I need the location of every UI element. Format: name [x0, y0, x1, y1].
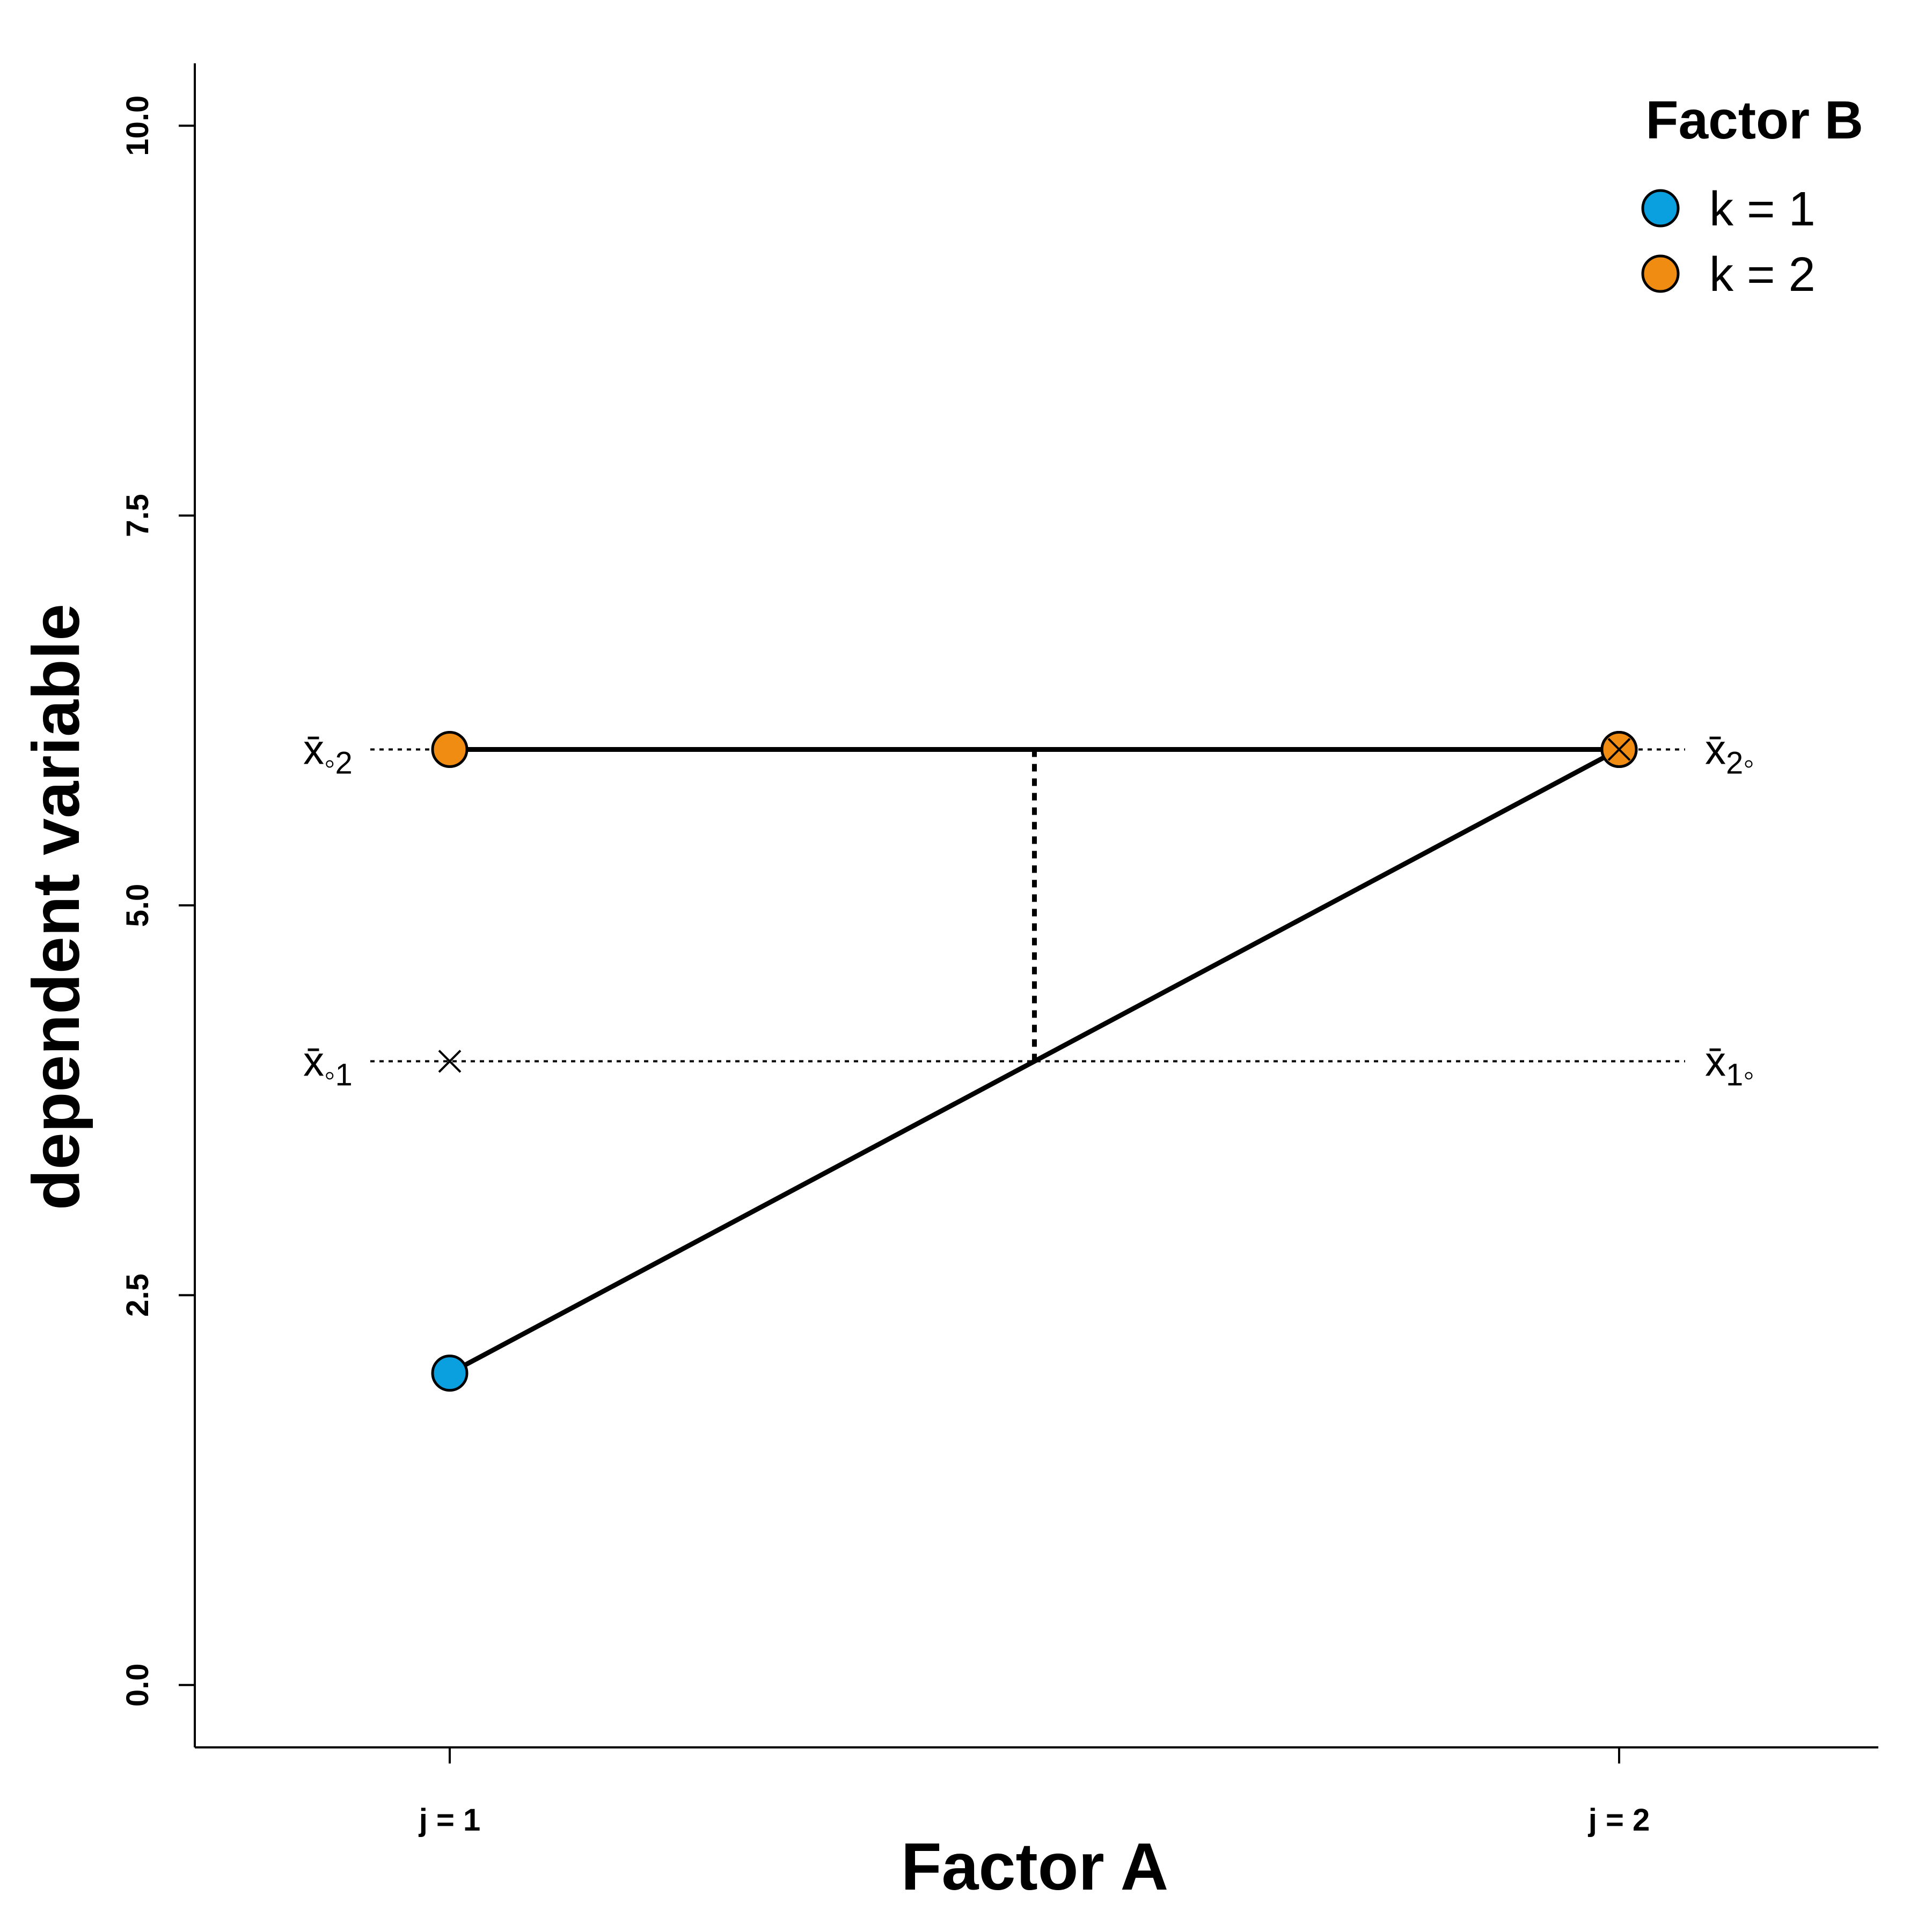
cross-marker [438, 1050, 462, 1073]
y-tick-label: 7.5 [120, 494, 155, 537]
y-tick-label: 2.5 [120, 1274, 155, 1317]
y-tick-label: 0.0 [120, 1663, 155, 1707]
y-tick-label: 5.0 [120, 884, 155, 927]
axes: 0.0 2.5 5.0 7.5 10.0 j = 1 j = 2 [120, 63, 1878, 1838]
legend: Factor B k = 1 k = 2 [1641, 90, 1863, 302]
legend-swatch [1641, 189, 1680, 228]
data-point [431, 730, 469, 768]
x-tick-label: j = 2 [1588, 1803, 1650, 1838]
mean-labels: x̄◦1 x̄◦2 x̄1◦ x̄2◦ [303, 726, 1754, 1092]
legend-label: k = 1 [1709, 182, 1816, 236]
legend-label: k = 2 [1709, 248, 1816, 302]
factor-b-mean-label: x̄◦1 [303, 1038, 353, 1093]
cross-marker [1607, 738, 1631, 761]
x-axis-title: Factor A [901, 1830, 1168, 1904]
factor-a-mean-label: x̄1◦ [1705, 1038, 1754, 1093]
factor-b-mean-label: x̄◦2 [303, 726, 353, 780]
y-tick-label: 10.0 [120, 96, 155, 156]
legend-swatch [1641, 254, 1680, 293]
series-line [448, 747, 1621, 1375]
marginal-mean-reference-lines [370, 748, 1685, 1063]
data-markers [431, 730, 1638, 1392]
data-point [431, 1355, 469, 1392]
x-tick-label: j = 1 [419, 1803, 480, 1838]
y-axis-title: dependent variable [19, 604, 93, 1210]
factor-a-mean-label: x̄2◦ [1705, 726, 1754, 780]
series-lines [448, 747, 1621, 1375]
legend-title: Factor B [1645, 90, 1863, 150]
